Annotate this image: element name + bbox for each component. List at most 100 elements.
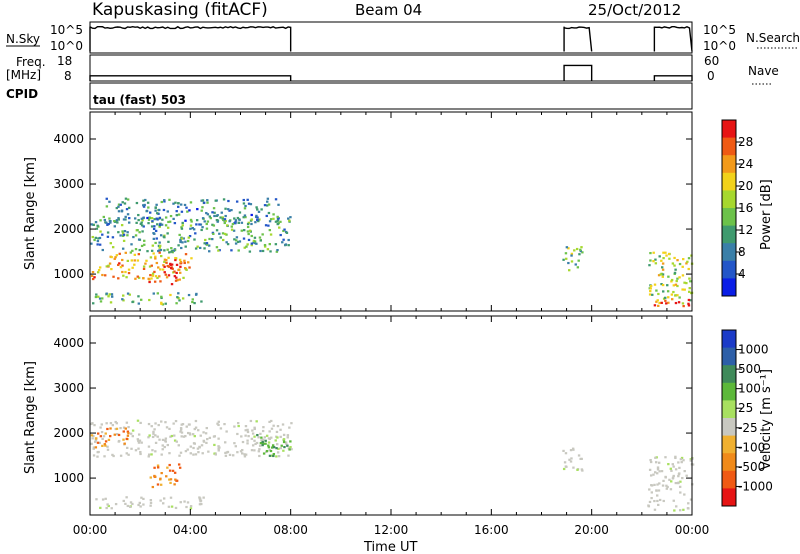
cell-0 xyxy=(219,216,222,219)
cell-6 xyxy=(653,508,657,511)
cell-3 xyxy=(249,203,253,206)
cell-4 xyxy=(107,504,110,508)
cell-0 xyxy=(173,434,176,437)
cell-6 xyxy=(666,290,670,293)
cell-6 xyxy=(660,470,664,473)
cell-0 xyxy=(261,233,264,236)
cell-2 xyxy=(154,475,157,478)
cell-6 xyxy=(649,460,653,464)
cell-0 xyxy=(269,218,273,221)
cell-3 xyxy=(124,215,127,218)
cell-6 xyxy=(667,301,670,304)
cell-4 xyxy=(187,293,191,297)
cell-0 xyxy=(102,215,106,219)
cell-4 xyxy=(152,292,155,295)
cell-3 xyxy=(180,210,184,213)
cell-0 xyxy=(241,448,244,452)
cell-0 xyxy=(236,240,240,244)
cell-1 xyxy=(133,259,136,262)
cell-3 xyxy=(289,440,292,443)
cell-6 xyxy=(656,494,659,497)
cell-0 xyxy=(244,434,247,437)
cell-2 xyxy=(169,267,173,270)
cell-1 xyxy=(90,274,94,278)
cell-3 xyxy=(223,218,227,221)
cell-0 xyxy=(146,250,149,253)
cell-0 xyxy=(147,455,150,458)
cell-3 xyxy=(117,218,120,221)
cell-3 xyxy=(240,221,244,224)
cell-7 xyxy=(657,304,660,307)
cell-0 xyxy=(166,226,170,229)
cell-0 xyxy=(101,437,104,441)
cell-3 xyxy=(185,206,188,209)
cell-0 xyxy=(218,232,221,235)
cell-0 xyxy=(282,449,285,452)
cell-6 xyxy=(674,481,678,485)
cell-2 xyxy=(169,478,173,481)
cell-0 xyxy=(166,232,169,235)
cell-6 xyxy=(648,468,652,471)
cell-0 xyxy=(131,435,134,438)
cell-0 xyxy=(150,249,154,252)
cell-0 xyxy=(122,218,126,221)
cell-0 xyxy=(223,423,226,426)
cell-0 xyxy=(161,444,164,447)
cell-0 xyxy=(268,228,272,232)
cell-0 xyxy=(217,445,220,448)
cell-6 xyxy=(682,508,685,511)
cell-6 xyxy=(660,259,663,262)
cell-1 xyxy=(96,271,100,274)
cell-0 xyxy=(223,232,227,236)
cell-1 xyxy=(161,268,165,271)
cell-0 xyxy=(134,234,138,237)
cell-0 xyxy=(257,450,261,453)
cell-1 xyxy=(107,264,110,267)
cell-2 xyxy=(167,274,171,277)
cell-3 xyxy=(254,221,257,224)
cell-3 xyxy=(147,222,150,225)
cell-0 xyxy=(91,235,94,239)
cell-0 xyxy=(207,450,210,453)
cell-6 xyxy=(653,483,656,486)
cell-7 xyxy=(674,301,678,305)
cell-3 xyxy=(205,211,208,215)
cell-0 xyxy=(137,218,140,222)
cell-3 xyxy=(264,439,267,442)
cell-4 xyxy=(179,501,182,504)
colorbar-tick-label: 12 xyxy=(738,223,753,237)
cell-1 xyxy=(127,271,131,275)
cell-0 xyxy=(182,435,186,438)
cell-0 xyxy=(255,420,258,423)
cell-4 xyxy=(110,295,114,298)
cell-6 xyxy=(674,294,677,297)
y-tick-label: 2000 xyxy=(53,222,84,236)
cell-1 xyxy=(121,258,124,262)
cell-0 xyxy=(224,451,227,455)
cell-4 xyxy=(105,506,108,510)
cell-0 xyxy=(186,448,189,451)
cell-0 xyxy=(246,430,250,434)
cell-4 xyxy=(114,502,118,506)
cell-6 xyxy=(689,459,692,462)
cell-2 xyxy=(164,273,167,276)
cell-4 xyxy=(198,503,202,506)
cell-0 xyxy=(266,248,270,251)
cell-0 xyxy=(253,449,256,452)
cell-0 xyxy=(151,449,154,452)
cell-0 xyxy=(276,249,279,252)
cell-3 xyxy=(142,199,145,202)
cell-0 xyxy=(200,444,204,447)
cell-0 xyxy=(119,426,122,430)
freq-panel-frame xyxy=(89,54,693,82)
cell-0 xyxy=(212,435,216,438)
cell-6 xyxy=(652,260,655,263)
cell-6 xyxy=(679,480,682,483)
cell-1 xyxy=(178,258,182,261)
cell-0 xyxy=(244,216,247,219)
cell-0 xyxy=(154,434,157,437)
cell-0 xyxy=(197,429,200,432)
cell-6 xyxy=(688,277,691,280)
cell-5 xyxy=(564,252,568,255)
cell-0 xyxy=(151,244,155,247)
